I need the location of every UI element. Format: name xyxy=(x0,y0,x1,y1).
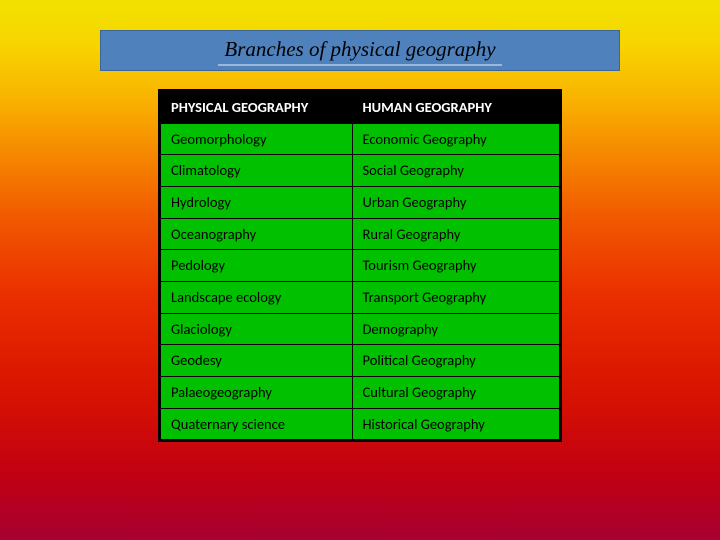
cell: Climatology xyxy=(161,155,353,187)
slide-title: Branches of physical geography xyxy=(218,37,501,66)
cell: Tourism Geography xyxy=(352,250,559,282)
table-row: PedologyTourism Geography xyxy=(161,250,560,282)
cell: Rural Geography xyxy=(352,218,559,250)
cell: Transport Geography xyxy=(352,282,559,314)
table-row: GlaciologyDemography xyxy=(161,313,560,345)
cell: Geodesy xyxy=(161,345,353,377)
cell: Oceanography xyxy=(161,218,353,250)
table-row: OceanographyRural Geography xyxy=(161,218,560,250)
cell: Landscape ecology xyxy=(161,282,353,314)
cell: Geomorphology xyxy=(161,123,353,155)
cell: Palaeogeography xyxy=(161,377,353,409)
cell: Hydrology xyxy=(161,187,353,219)
table-row: ClimatologySocial Geography xyxy=(161,155,560,187)
cell: Social Geography xyxy=(352,155,559,187)
table-row: HydrologyUrban Geography xyxy=(161,187,560,219)
table-row: GeomorphologyEconomic Geography xyxy=(161,123,560,155)
cell: Pedology xyxy=(161,250,353,282)
table-header-row: PHYSICAL GEOGRAPHY HUMAN GEOGRAPHY xyxy=(161,92,560,124)
branches-table: PHYSICAL GEOGRAPHY HUMAN GEOGRAPHY Geomo… xyxy=(160,91,560,440)
table-row: Landscape ecologyTransport Geography xyxy=(161,282,560,314)
cell: Glaciology xyxy=(161,313,353,345)
cell: Historical Geography xyxy=(352,408,559,440)
cell: Cultural Geography xyxy=(352,377,559,409)
branches-table-wrap: PHYSICAL GEOGRAPHY HUMAN GEOGRAPHY Geomo… xyxy=(158,89,562,442)
table-row: GeodesyPolitical Geography xyxy=(161,345,560,377)
cell: Urban Geography xyxy=(352,187,559,219)
cell: Demography xyxy=(352,313,559,345)
table-row: PalaeogeographyCultural Geography xyxy=(161,377,560,409)
table-row: Quaternary scienceHistorical Geography xyxy=(161,408,560,440)
cell: Economic Geography xyxy=(352,123,559,155)
cell: Quaternary science xyxy=(161,408,353,440)
title-bar: Branches of physical geography xyxy=(100,30,620,71)
cell: Political Geography xyxy=(352,345,559,377)
col-physical: PHYSICAL GEOGRAPHY xyxy=(161,92,353,124)
col-human: HUMAN GEOGRAPHY xyxy=(352,92,559,124)
